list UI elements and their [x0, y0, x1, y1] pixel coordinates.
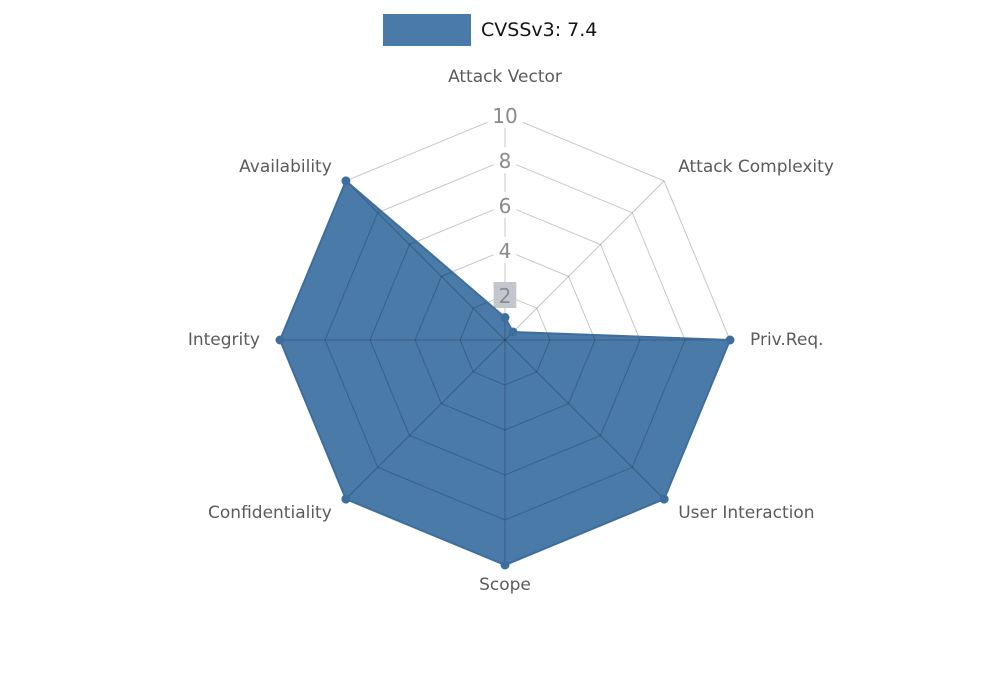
tick-box — [493, 192, 517, 218]
tick-box — [493, 147, 517, 173]
vertex-marker — [275, 335, 285, 345]
grid-spoke — [345, 180, 506, 341]
tick-box — [487, 102, 523, 128]
legend: CVSSv3: 7.4 — [383, 14, 597, 46]
vertex-marker — [500, 313, 510, 322]
tick-label: 8 — [499, 149, 512, 173]
axis-label: Confidentiality — [208, 503, 332, 523]
vertex-marker — [500, 560, 510, 570]
axis-label: Priv.Req. — [750, 330, 824, 350]
grid-ring — [459, 294, 551, 386]
tick-box — [493, 282, 517, 308]
grid-spoke — [504, 339, 665, 500]
grid-ring — [324, 159, 686, 521]
axis-label: Attack Complexity — [678, 157, 834, 177]
legend-label: CVSSv3: 7.4 — [481, 19, 598, 41]
tick-label: 10 — [492, 104, 517, 128]
vertex-marker — [341, 494, 351, 504]
vertex-marker — [659, 494, 669, 504]
grid-spoke — [504, 180, 665, 341]
axis-label: User Interaction — [678, 503, 814, 523]
vertex-marker — [508, 327, 518, 337]
tick-label: 6 — [499, 194, 512, 218]
tick-label: 4 — [499, 239, 512, 263]
axis-label: Attack Vector — [448, 67, 562, 87]
radar-series-fill — [280, 180, 730, 565]
axis-label: Integrity — [188, 330, 260, 350]
grid-ring — [414, 249, 596, 431]
tick-label: 2 — [499, 284, 512, 308]
vertex-marker — [725, 335, 735, 345]
legend-swatch — [383, 14, 471, 46]
grid-ring — [369, 204, 641, 476]
axis-label: Availability — [239, 157, 332, 177]
grid-spoke — [345, 339, 506, 500]
tick-box — [493, 237, 517, 263]
axis-label: Scope — [479, 575, 531, 595]
vertex-marker — [341, 176, 351, 186]
